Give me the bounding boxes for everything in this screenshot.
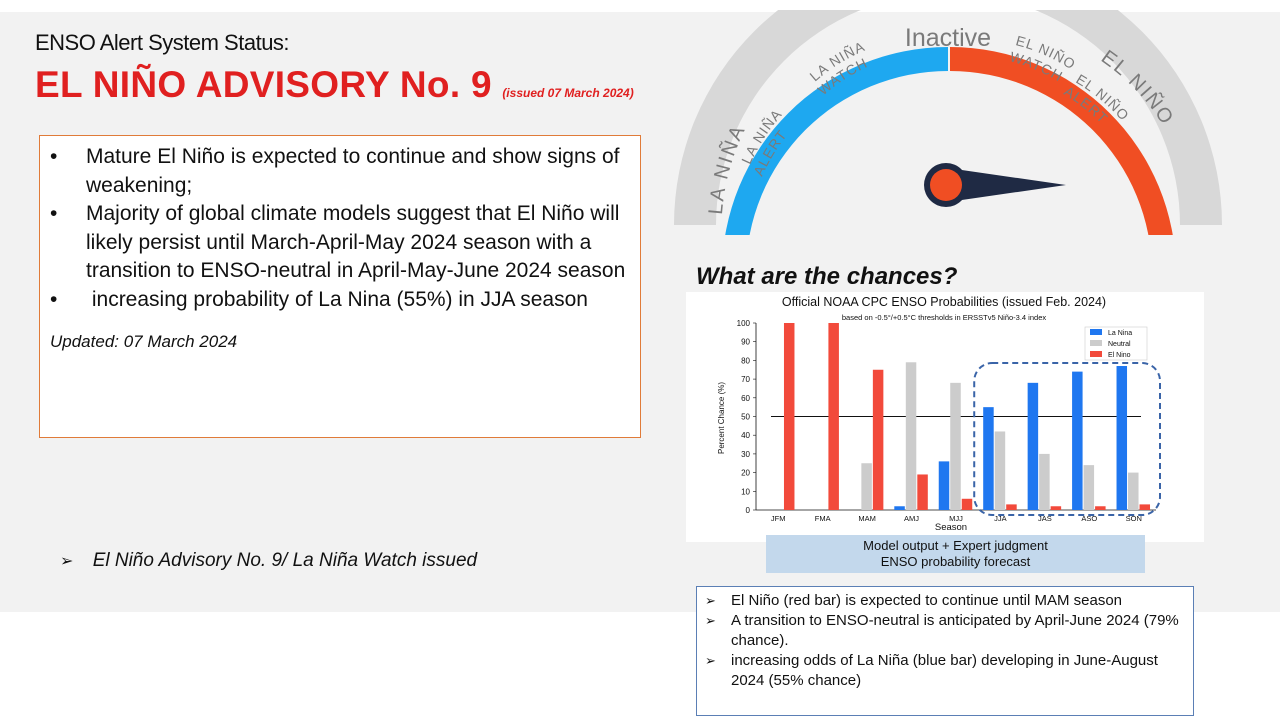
note-text: El Niño (red bar) is expected to continu… <box>731 592 1123 609</box>
watch-note-text: El Niño Advisory No. 9/ La Niña Watch is… <box>92 550 478 571</box>
bar-el-nino <box>1050 506 1062 510</box>
advisory-heading: EL NIÑO ADVISORY No. 9 (issued 07 March … <box>35 64 634 106</box>
updated-date: Updated: 07 March 2024 <box>50 332 238 351</box>
bar-neutral <box>994 431 1006 510</box>
chart-caption: Model output + Expert judgment ENSO prob… <box>766 535 1145 573</box>
plot-area: 0 10 20 30 40 50 60 70 80 90 100 JFM FMA MAM AMJ MJJ JJA… <box>737 319 1161 523</box>
gauge-la-nina-band <box>725 47 948 235</box>
arrow-bullet-icon: ➢ <box>705 613 716 628</box>
y-tick-label: 100 <box>737 319 751 328</box>
advisory-issued-date: (issued 07 March 2024) <box>502 86 634 100</box>
y-tick-label: 90 <box>741 338 750 347</box>
notes-box: ➢ El Niño (red bar) is expected to conti… <box>696 586 1194 716</box>
status-heading: ENSO Alert System Status: <box>35 30 290 55</box>
chances-heading: What are the chances? <box>696 263 958 290</box>
gauge-needle <box>948 168 1066 202</box>
summary-item: • increasing probability of La Nina (55%… <box>50 286 626 315</box>
arrow-bullet-icon: ➢ <box>705 653 716 668</box>
enso-status-gauge: LA NIÑA LA NIÑA ALERT LA NIÑA WATCH Inac… <box>674 10 1222 235</box>
gauge-hub-center <box>930 169 962 201</box>
summary-item: • Majority of global climate models sugg… <box>50 200 626 286</box>
bar-la-nina <box>938 461 950 510</box>
x-tick-label: MJJ <box>949 514 963 523</box>
bar-la-nina <box>983 407 994 510</box>
x-tick-label: MAM <box>858 514 876 523</box>
legend-swatch-neutral <box>1090 340 1102 346</box>
bar-el-nino <box>1006 504 1017 510</box>
legend-swatch-el-nino <box>1090 351 1102 357</box>
summary-item-text: increasing probability of La Nina (55%) … <box>86 287 588 311</box>
note-text: increasing odds of La Niña (blue bar) de… <box>731 652 1158 689</box>
highlight-region <box>973 362 1161 516</box>
bar-neutral <box>1083 465 1095 510</box>
x-tick-label: JFM <box>771 514 786 523</box>
chart-title: Official NOAA CPC ENSO Probabilities (is… <box>782 295 1106 309</box>
bar-la-nina <box>1072 371 1083 510</box>
advisory-title: EL NIÑO ADVISORY No. 9 <box>35 64 492 105</box>
gauge-el-nino-band <box>950 47 1173 235</box>
y-tick-label: 50 <box>741 413 750 422</box>
bar-la-nina <box>1027 382 1039 510</box>
bar-neutral <box>1128 472 1139 510</box>
note-item: ➢ El Niño (red bar) is expected to conti… <box>705 591 1185 611</box>
x-tick-label: SON <box>1126 514 1142 523</box>
chart-subtitle: based on -0.5°/+0.5°C thresholds in ERSS… <box>842 313 1046 322</box>
bar-neutral <box>1039 453 1050 510</box>
bullet-icon: • <box>50 202 58 225</box>
bar-el-nino <box>828 323 839 510</box>
legend-label-el-nino: El Nino <box>1108 352 1131 359</box>
x-tick-label: AMJ <box>904 514 919 523</box>
x-tick-label: JAS <box>1038 514 1052 523</box>
bullet-icon: • <box>50 287 58 311</box>
x-tick-label: FMA <box>815 514 831 523</box>
bar-el-nino <box>783 323 795 510</box>
y-tick-label: 30 <box>741 450 750 459</box>
bar-la-nina <box>894 506 905 510</box>
summary-item-text: Majority of global climate models sugges… <box>86 202 626 282</box>
legend-label-la-nina: La Nina <box>1108 330 1132 337</box>
y-tick-label: 0 <box>746 506 751 515</box>
y-tick-label: 20 <box>741 469 750 478</box>
caption-line-1: Model output + Expert judgment <box>863 538 1048 553</box>
bar-neutral <box>950 382 961 510</box>
bar-el-nino <box>1095 506 1106 510</box>
bar-el-nino <box>872 369 884 510</box>
summary-item: • Mature El Niño is expected to continue… <box>50 143 626 200</box>
legend-swatch-la-nina <box>1090 329 1102 335</box>
bar-el-nino <box>961 498 973 510</box>
summary-item-text: Mature El Niño is expected to continue a… <box>86 145 620 197</box>
chart-legend: La Nina Neutral El Nino <box>1084 326 1148 361</box>
y-axis-label: Percent Chance (%) <box>717 382 726 454</box>
arrow-bullet-icon: ➢ <box>705 593 716 608</box>
bar-el-nino <box>917 474 928 510</box>
x-tick-label: ASO <box>1081 514 1097 523</box>
chart-panel: Official NOAA CPC ENSO Probabilities (is… <box>686 292 1204 542</box>
legend-label-neutral: Neutral <box>1108 341 1131 348</box>
x-axis-label: Season <box>935 522 967 533</box>
gauge-label-inactive: Inactive <box>905 24 991 52</box>
y-tick-label: 10 <box>741 487 750 496</box>
bar-neutral <box>861 463 872 510</box>
watch-note: ➢ El Niño Advisory No. 9/ La Niña Watch … <box>60 550 477 572</box>
bar-la-nina <box>1116 366 1128 510</box>
caption-line-2: ENSO probability forecast <box>880 554 1031 569</box>
bar-neutral <box>905 362 917 510</box>
y-tick-label: 60 <box>741 394 750 403</box>
x-tick-label: JJA <box>994 514 1007 523</box>
arrow-bullet-icon: ➢ <box>60 553 74 570</box>
bullet-icon: • <box>50 145 58 168</box>
y-tick-label: 70 <box>741 375 750 384</box>
note-text: A transition to ENSO-neutral is anticipa… <box>731 612 1179 649</box>
note-item: ➢ increasing odds of La Niña (blue bar) … <box>705 651 1185 691</box>
summary-list: • Mature El Niño is expected to continue… <box>50 143 626 314</box>
summary-box: • Mature El Niño is expected to continue… <box>39 135 641 438</box>
note-item: ➢ A transition to ENSO-neutral is antici… <box>705 611 1185 651</box>
enso-probability-chart: Official NOAA CPC ENSO Probabilities (is… <box>717 295 1161 533</box>
y-tick-label: 80 <box>741 356 750 365</box>
y-tick-label: 40 <box>741 431 750 440</box>
bar-el-nino <box>1139 504 1151 510</box>
